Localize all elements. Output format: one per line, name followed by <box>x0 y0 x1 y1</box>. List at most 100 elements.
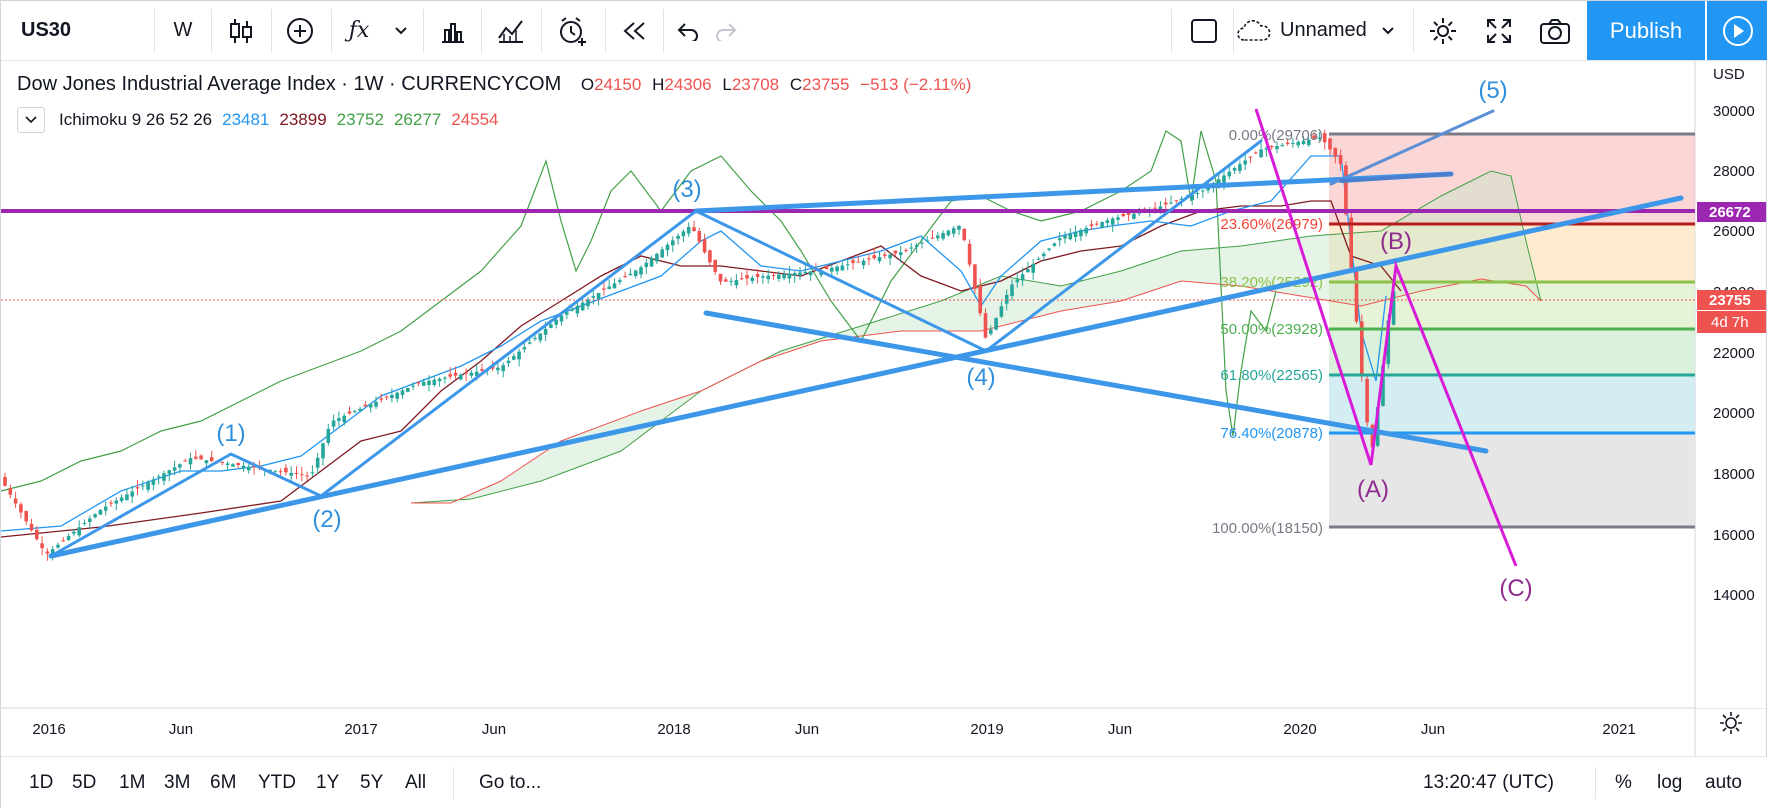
range-1d[interactable]: 1D <box>29 772 54 793</box>
candle-body <box>400 390 405 395</box>
clock-display[interactable]: 13:20:47 (UTC) <box>1423 772 1554 793</box>
elliott-impulse-lines[interactable] <box>48 109 1684 559</box>
candle-body <box>565 312 569 315</box>
indicators-fx-icon[interactable]: ƒx <box>348 18 370 43</box>
range-all[interactable]: All <box>405 772 427 793</box>
wave-label-2: (2) <box>312 506 341 533</box>
ideas-chart-icon[interactable] <box>487 1 535 60</box>
fullscreen-select-icon[interactable] <box>1179 1 1229 60</box>
candle-body <box>480 369 484 371</box>
chevron-down-icon[interactable] <box>383 1 419 60</box>
time-tick: Jun <box>1108 721 1132 738</box>
candle-body <box>13 498 18 504</box>
range-3m[interactable]: 3M <box>164 772 191 793</box>
redo-icon[interactable] <box>704 1 748 60</box>
fullscreen-icon[interactable] <box>1475 1 1523 60</box>
candle-body <box>1206 186 1210 191</box>
ichimoku-cloud <box>1 130 1542 538</box>
range-6m[interactable]: 6M <box>210 772 237 793</box>
percent-toggle[interactable]: % <box>1615 772 1632 793</box>
candle-body <box>1275 146 1279 150</box>
range-5y[interactable]: 5Y <box>360 772 384 793</box>
candle-body <box>427 380 431 386</box>
candle-body <box>353 411 357 413</box>
log-toggle[interactable]: log <box>1657 772 1683 793</box>
candle-body <box>1264 148 1269 150</box>
candle-body <box>856 261 861 263</box>
candle-body <box>453 372 458 376</box>
interval-button[interactable]: W <box>173 19 193 41</box>
candle-body <box>88 518 92 522</box>
candle-body <box>527 342 532 344</box>
range-1m[interactable]: 1M <box>119 772 146 793</box>
settings-sun-icon[interactable] <box>1720 712 1742 734</box>
indicator-legend[interactable]: Ichimoku 9 26 52 26 23481 23899 23752 26… <box>17 107 499 133</box>
candle-body <box>575 305 580 314</box>
indicator-value: 23752 <box>336 110 384 129</box>
replay-icon[interactable] <box>611 1 657 60</box>
candle-body <box>591 296 596 298</box>
wave-label-3: (3) <box>672 176 701 203</box>
layout-name-button[interactable]: Unnamed <box>1236 1 1406 60</box>
candle-body <box>469 372 474 376</box>
candles-icon[interactable] <box>219 1 263 60</box>
price-chart[interactable]: 0.00%(29706) 23.60%(26979) 38.20%(25292)… <box>1 61 1766 756</box>
candle-body <box>745 275 749 279</box>
alert-clock-icon[interactable] <box>547 1 599 60</box>
candle-body <box>1153 207 1157 209</box>
gear-icon[interactable] <box>1419 1 1467 60</box>
price-tick: 14000 <box>1713 587 1755 604</box>
bottom-toolbar: 1D 5D 1M 3M 6M YTD 1Y 5Y All Go to... 13… <box>1 756 1767 808</box>
candle-body <box>702 239 707 253</box>
candle-body <box>718 273 723 282</box>
candle-body <box>1047 248 1051 250</box>
candle-body <box>771 274 776 276</box>
candle-body <box>872 255 876 259</box>
publish-button[interactable]: Publish <box>1587 1 1705 60</box>
candle-body <box>1296 141 1300 146</box>
financials-icon[interactable] <box>429 1 477 60</box>
candle-body <box>1365 378 1369 423</box>
candle-body <box>326 428 331 443</box>
candle-body <box>305 475 309 477</box>
price-scale[interactable]: USD 30000 28000 26000 24000 22000 20000 … <box>1696 61 1766 708</box>
candle-body <box>1248 156 1253 158</box>
corrective-abc-lines[interactable] <box>1254 108 1518 567</box>
candle-body <box>172 467 177 471</box>
compare-plus-icon[interactable] <box>276 1 324 60</box>
chevron-down-icon[interactable] <box>17 107 45 133</box>
candle-body <box>50 549 55 557</box>
time-tick: 2021 <box>1602 721 1635 738</box>
candle-body <box>1269 145 1274 148</box>
range-1y[interactable]: 1Y <box>316 772 340 793</box>
play-icon[interactable] <box>1707 1 1767 60</box>
fib-label: 100.00%(18150) <box>1212 520 1323 537</box>
goto-button[interactable]: Go to... <box>479 772 542 793</box>
candle-body <box>29 523 34 531</box>
undo-icon[interactable] <box>666 1 710 60</box>
time-scale[interactable]: 2016 Jun 2017 Jun 2018 Jun 2019 Jun 2020… <box>32 721 1635 738</box>
ohlc-values: O24150 H24306 L23708 C23755 −513 (−2.11%… <box>580 75 972 94</box>
candle-body <box>98 509 103 515</box>
symbol-search[interactable]: US30 <box>21 19 72 41</box>
candle-body <box>633 270 638 277</box>
separator <box>154 9 155 53</box>
fib-label: 23.60%(26979) <box>1220 216 1323 233</box>
camera-icon[interactable] <box>1531 1 1579 60</box>
range-ytd[interactable]: YTD <box>258 772 296 793</box>
candle-body <box>967 243 972 265</box>
range-5d[interactable]: 5D <box>72 772 97 793</box>
candle-body <box>983 313 988 338</box>
candle-body <box>1349 217 1353 268</box>
candle-body <box>199 455 203 460</box>
candle-body <box>1201 190 1205 192</box>
candle-body <box>8 488 13 495</box>
candle-body <box>830 267 834 272</box>
candle-body <box>1100 222 1104 228</box>
candle-body <box>951 228 956 234</box>
price-tick: 26000 <box>1713 223 1755 240</box>
candle-body <box>612 283 617 289</box>
series-legend[interactable]: Dow Jones Industrial Average Index · 1W … <box>17 73 971 96</box>
candle-body <box>135 487 140 489</box>
auto-toggle[interactable]: auto <box>1705 772 1742 793</box>
